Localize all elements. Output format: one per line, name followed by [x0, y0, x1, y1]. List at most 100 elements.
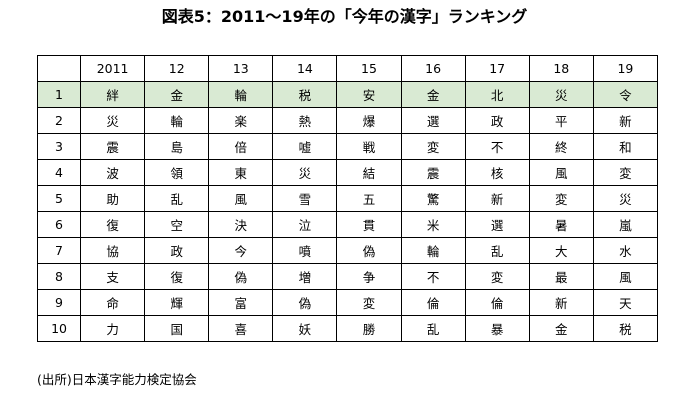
kanji-cell: 倍	[208, 133, 274, 160]
header-cell-corner	[36, 55, 82, 82]
header-cell-year: 13	[208, 55, 274, 82]
kanji-cell: 変	[464, 263, 530, 290]
kanji-cell: 噴	[272, 237, 338, 264]
header-cell-year: 15	[336, 55, 402, 82]
kanji-cell: 決	[208, 211, 274, 238]
kanji-cell: 選	[464, 211, 530, 238]
kanji-cell: 米	[400, 211, 466, 238]
kanji-cell: 税	[592, 315, 659, 342]
kanji-cell: 金	[528, 315, 594, 342]
kanji-cell: 東	[208, 159, 274, 186]
kanji-cell: 乱	[464, 237, 530, 264]
kanji-cell: 戦	[336, 133, 402, 160]
kanji-cell: 楽	[208, 107, 274, 134]
kanji-cell: 協	[80, 237, 146, 264]
kanji-cell: 波	[80, 159, 146, 186]
kanji-cell: 政	[144, 237, 210, 264]
kanji-cell: 新	[528, 289, 594, 316]
kanji-cell: 和	[592, 133, 659, 160]
rank-cell: 9	[36, 289, 82, 316]
kanji-cell: 暴	[464, 315, 530, 342]
kanji-cell: 変	[336, 289, 402, 316]
kanji-cell: 倫	[464, 289, 530, 316]
kanji-cell: 乱	[144, 185, 210, 212]
kanji-cell: 力	[80, 315, 146, 342]
kanji-cell: 風	[592, 263, 659, 290]
kanji-cell: 政	[464, 107, 530, 134]
rank-cell: 3	[36, 133, 82, 160]
kanji-cell: 震	[400, 159, 466, 186]
kanji-cell: 税	[272, 81, 338, 108]
rank-cell: 8	[36, 263, 82, 290]
kanji-cell: 結	[336, 159, 402, 186]
kanji-cell: 安	[336, 81, 402, 108]
kanji-cell: 不	[400, 263, 466, 290]
kanji-cell: 輪	[144, 107, 210, 134]
table-row: 10 力国喜妖勝乱暴金税	[36, 315, 659, 342]
kanji-cell: 嘘	[272, 133, 338, 160]
header-row: 2011 12 13 14 15 16 17 18 19	[36, 55, 659, 82]
kanji-cell: 風	[208, 185, 274, 212]
kanji-cell: 島	[144, 133, 210, 160]
rank-cell: 10	[36, 315, 82, 342]
kanji-cell: 争	[336, 263, 402, 290]
header-cell-year: 17	[464, 55, 530, 82]
kanji-cell: 今	[208, 237, 274, 264]
kanji-cell: 嵐	[592, 211, 659, 238]
kanji-cell: 泣	[272, 211, 338, 238]
rank-cell: 4	[36, 159, 82, 186]
kanji-cell: 災	[80, 107, 146, 134]
kanji-cell: 勝	[336, 315, 402, 342]
rank-cell: 6	[36, 211, 82, 238]
kanji-cell: 輝	[144, 289, 210, 316]
kanji-cell: 新	[464, 185, 530, 212]
kanji-cell: 驚	[400, 185, 466, 212]
kanji-cell: 災	[592, 185, 659, 212]
kanji-cell: 令	[592, 81, 659, 108]
kanji-cell: 助	[80, 185, 146, 212]
kanji-cell: 輪	[208, 81, 274, 108]
kanji-cell: 大	[528, 237, 594, 264]
kanji-cell: 暑	[528, 211, 594, 238]
source-note: (出所)日本漢字能力検定協会	[37, 372, 197, 387]
rank-cell: 7	[36, 237, 82, 264]
kanji-cell: 新	[592, 107, 659, 134]
kanji-cell: 核	[464, 159, 530, 186]
kanji-cell: 復	[144, 263, 210, 290]
kanji-cell: 輪	[400, 237, 466, 264]
kanji-cell: 乱	[400, 315, 466, 342]
page-title: 図表5：2011～19年の「今年の漢字」ランキング	[161, 7, 528, 26]
kanji-cell: 五	[336, 185, 402, 212]
kanji-cell: 不	[464, 133, 530, 160]
kanji-cell: 支	[80, 263, 146, 290]
kanji-cell: 偽	[208, 263, 274, 290]
kanji-cell: 富	[208, 289, 274, 316]
kanji-cell: 増	[272, 263, 338, 290]
kanji-cell: 平	[528, 107, 594, 134]
kanji-cell: 変	[592, 159, 659, 186]
header-cell-year: 16	[400, 55, 466, 82]
kanji-cell: 雪	[272, 185, 338, 212]
kanji-cell: 北	[464, 81, 530, 108]
header-cell-year: 2011	[80, 55, 146, 82]
kanji-cell: 絆	[80, 81, 146, 108]
kanji-cell: 偽	[336, 237, 402, 264]
kanji-cell: 喜	[208, 315, 274, 342]
kanji-cell: 金	[144, 81, 210, 108]
rank-cell: 5	[36, 185, 82, 212]
kanji-cell: 天	[592, 289, 659, 316]
kanji-cell: 偽	[272, 289, 338, 316]
kanji-cell: 領	[144, 159, 210, 186]
kanji-cell: 水	[592, 237, 659, 264]
kanji-cell: 命	[80, 289, 146, 316]
